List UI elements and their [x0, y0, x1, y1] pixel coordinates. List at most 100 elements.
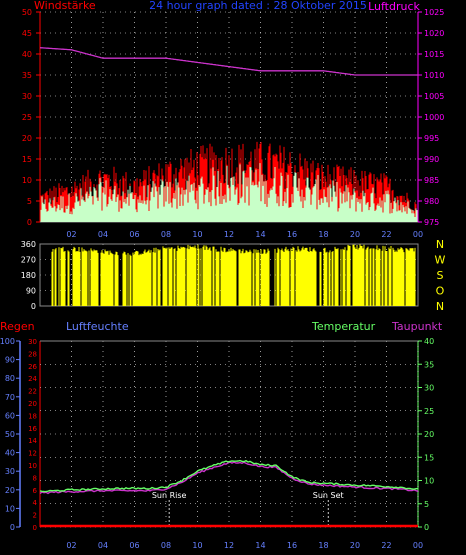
rain-tick-label: 20 — [28, 400, 37, 408]
pressure-tick-label: 1015 — [424, 50, 444, 59]
pressure-tick-label: 985 — [424, 176, 439, 185]
pressure-tick-label: 1010 — [424, 71, 444, 80]
pressure-tick-label: 1000 — [424, 113, 444, 122]
direction-tick-label: 90 — [26, 287, 36, 296]
humidity-tick-label: 70 — [5, 393, 15, 402]
rain-tick-label: 8 — [33, 474, 37, 482]
time-tick-label: 04 — [98, 541, 108, 550]
time-tick-label: 16 — [287, 541, 297, 550]
temperature-tick-label: 30 — [424, 384, 434, 393]
wind-tick-label: 10 — [22, 176, 32, 185]
direction-tick-label: 180 — [21, 271, 36, 280]
wind-tick-label: 25 — [22, 113, 32, 122]
time-tick-label: 06 — [129, 230, 139, 239]
humidity-tick-label: 40 — [5, 449, 15, 458]
wind-tick-label: 5 — [27, 197, 32, 206]
rain-tick-label: 14 — [28, 437, 37, 445]
humidity-tick-label: 80 — [5, 374, 15, 383]
time-tick-label: 20 — [350, 541, 360, 550]
time-tick-label: 20 — [350, 230, 360, 239]
temperature-tick-label: 25 — [424, 407, 434, 416]
pressure-tick-label: 990 — [424, 155, 439, 164]
time-tick-label: 14 — [255, 230, 265, 239]
wind-tick-label: 45 — [22, 29, 32, 38]
rain-tick-label: 10 — [28, 462, 37, 470]
temperature-tick-label: 15 — [424, 453, 434, 462]
time-tick-label: 02 — [66, 230, 76, 239]
rain-tick-label: 6 — [33, 487, 38, 495]
temperature-tick-label: 20 — [424, 430, 434, 439]
rain-tick-label: 18 — [28, 412, 37, 420]
time-tick-label: 12 — [224, 230, 234, 239]
time-tick-label: 10 — [192, 230, 202, 239]
sun-annotation: Sun Set — [313, 491, 344, 500]
humidity-tick-label: 100 — [0, 337, 15, 346]
rain-tick-label: 26 — [28, 363, 37, 371]
pressure-tick-label: 975 — [424, 218, 439, 227]
pressure-tick-label: 1020 — [424, 29, 444, 38]
dewpoint-axis-title: Taupunkt — [391, 320, 443, 333]
time-tick-label: 18 — [318, 541, 328, 550]
humidity-tick-label: 10 — [5, 504, 15, 513]
wind-tick-label: 30 — [22, 92, 32, 101]
time-tick-label: 08 — [161, 541, 171, 550]
wind-tick-label: 40 — [22, 50, 32, 59]
compass-label: N — [436, 300, 444, 313]
wind-tick-label: 0 — [27, 218, 32, 227]
time-tick-label: 02 — [66, 541, 76, 550]
time-tick-label: 18 — [318, 230, 328, 239]
pressure-tick-label: 1025 — [424, 8, 444, 17]
time-tick-label: 14 — [255, 541, 265, 550]
humidity-tick-label: 0 — [10, 523, 15, 532]
humidity-tick-label: 30 — [5, 467, 15, 476]
time-tick-label: 00 — [413, 541, 423, 550]
time-tick-label: 04 — [98, 230, 108, 239]
rain-tick-label: 0 — [33, 524, 37, 532]
wind-tick-label: 50 — [22, 8, 32, 17]
temperature-tick-label: 10 — [424, 477, 434, 486]
sun-annotation: Sun Rise — [152, 491, 187, 500]
temperature-line — [39, 459, 419, 493]
rain-tick-label: 28 — [28, 350, 37, 358]
dewpoint-line — [39, 461, 419, 495]
temperature-axis-title: Temperatur — [311, 320, 376, 333]
rain-tick-label: 16 — [28, 425, 37, 433]
wind-tick-label: 15 — [22, 155, 32, 164]
wind-tick-label: 35 — [22, 71, 32, 80]
rain-tick-label: 12 — [28, 450, 37, 458]
pressure-axis-title: Luftdruck — [368, 0, 420, 13]
time-tick-label: 22 — [381, 541, 391, 550]
time-tick-label: 08 — [161, 230, 171, 239]
time-tick-label: 22 — [381, 230, 391, 239]
rain-tick-label: 22 — [28, 388, 37, 396]
compass-label: S — [437, 269, 444, 282]
chart-title: 24 hour graph dated : 28 Oktober 2015 — [149, 0, 367, 12]
humidity-tick-label: 60 — [5, 411, 15, 420]
direction-tick-label: 270 — [21, 256, 36, 265]
direction-tick-label: 0 — [31, 302, 36, 311]
pressure-tick-label: 980 — [424, 197, 439, 206]
humidity-tick-label: 50 — [5, 430, 15, 439]
rain-tick-label: 30 — [28, 338, 37, 346]
compass-label: O — [436, 285, 445, 298]
temperature-tick-label: 35 — [424, 360, 434, 369]
compass-label: N — [436, 238, 444, 251]
pressure-tick-label: 995 — [424, 134, 439, 143]
wind-tick-label: 20 — [22, 134, 32, 143]
wind-avg-series — [40, 163, 418, 222]
rain-tick-label: 4 — [33, 499, 38, 507]
rain-tick-label: 2 — [33, 512, 37, 520]
wind-direction-series — [51, 244, 416, 306]
humidity-axis-title: Luftfeuchte — [66, 320, 129, 333]
rain-tick-label: 24 — [28, 375, 37, 383]
humidity-tick-label: 20 — [5, 486, 15, 495]
time-tick-label: 10 — [192, 541, 202, 550]
temperature-tick-label: 5 — [424, 500, 429, 509]
pressure-tick-label: 1005 — [424, 92, 444, 101]
time-tick-label: 12 — [224, 541, 234, 550]
time-tick-label: 16 — [287, 230, 297, 239]
direction-tick-label: 360 — [21, 240, 36, 249]
compass-label: W — [435, 254, 446, 267]
rain-axis-title: Regen — [0, 320, 35, 333]
